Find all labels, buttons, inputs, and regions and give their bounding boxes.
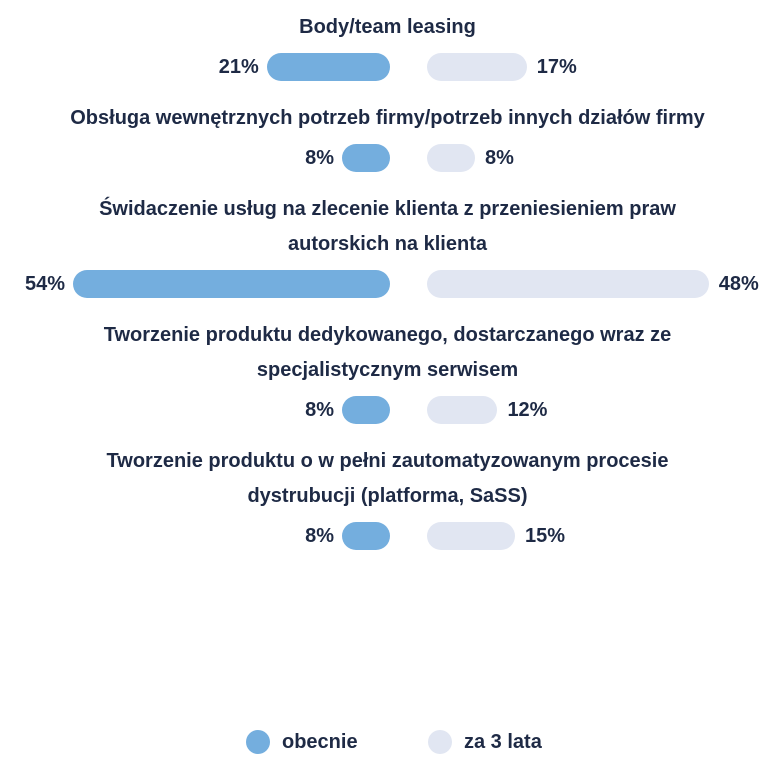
category-row: Tworzenie produktu dedykowanego, dostarc…	[0, 318, 775, 432]
bar	[427, 144, 475, 172]
value-label: 8%	[305, 147, 334, 169]
bar-row: 8% 12%	[0, 388, 775, 432]
rows: Body/team leasing 21% 17% Obsługa wewnętrzn…	[0, 10, 775, 558]
value-label: 8%	[305, 525, 334, 547]
value-label: 21%	[218, 56, 259, 78]
value-label: 54%	[25, 273, 66, 295]
bar	[427, 53, 527, 81]
bar	[427, 270, 709, 298]
bar-row: 54% 48%	[0, 262, 775, 306]
value-label: 8%	[485, 147, 514, 169]
category-row: Świdaczenie usług na zlecenie klienta z …	[0, 192, 775, 306]
category-row: Tworzenie produktu o w pełni zautomatyzo…	[0, 444, 775, 558]
bar	[427, 396, 498, 424]
legend-label: obecnie	[282, 731, 358, 753]
value-label: 48%	[718, 273, 759, 295]
category-row: Obsługa wewnętrznych potrzeb firmy/potrz…	[0, 101, 775, 180]
category-label: Obsługa wewnętrznych potrzeb firmy/potrz…	[70, 107, 705, 129]
value-label: 17%	[536, 56, 577, 78]
legend: obecnie za 3 lata	[0, 728, 775, 758]
category-label: Body/team leasing	[299, 16, 476, 38]
legend-label: za 3 lata	[464, 731, 542, 753]
bar-row: 8% 8%	[0, 136, 775, 180]
bar	[73, 270, 390, 298]
legend-swatch	[246, 730, 270, 754]
bar	[266, 53, 390, 81]
bar-row: 21% 17%	[0, 45, 775, 89]
category-label: Tworzenie produktu o w pełni zautomatyzo…	[106, 450, 669, 507]
bar	[342, 522, 390, 550]
legend-swatch	[428, 730, 452, 754]
category-label: Świdaczenie usług na zlecenie klienta z …	[99, 198, 676, 255]
bar	[342, 144, 390, 172]
value-label: 8%	[305, 399, 334, 421]
category-label: Tworzenie produktu dedykowanego, dostarc…	[103, 324, 672, 381]
bar-row: 8% 15%	[0, 514, 775, 558]
category-row: Body/team leasing 21% 17%	[0, 10, 775, 89]
bar	[427, 522, 516, 550]
value-label: 15%	[525, 525, 566, 547]
bar	[342, 396, 390, 424]
value-label: 12%	[507, 399, 548, 421]
